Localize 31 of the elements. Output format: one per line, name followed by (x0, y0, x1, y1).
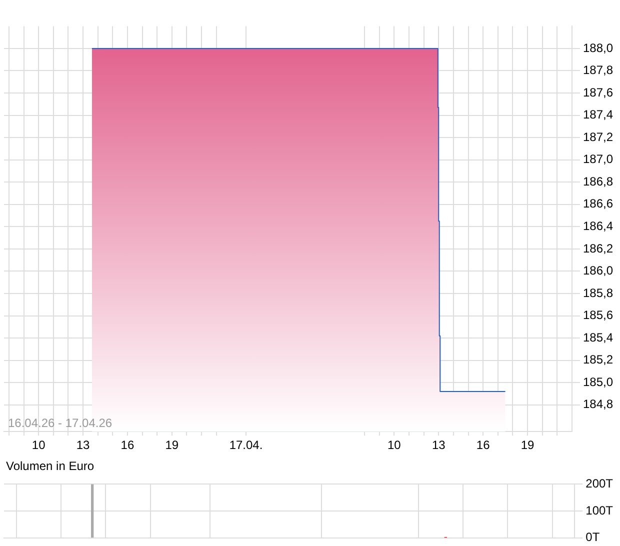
y-tick-label: 188,0 (582, 40, 614, 55)
y-tick-label: 187,8 (582, 63, 614, 78)
x-tick-label: 13 (432, 438, 446, 452)
x-tick-label: 10 (387, 438, 402, 452)
y-tick-label: 184,8 (582, 397, 614, 412)
y-tick-label: 186,4 (582, 218, 614, 233)
y-tick-label: 187,6 (582, 85, 614, 100)
x-tick-label: 13 (76, 438, 90, 452)
y-tick-label: 187,0 (582, 152, 614, 166)
x-tick-label: 19 (520, 438, 535, 452)
y-tick-label: 187,4 (582, 108, 614, 122)
y-tick-label: 100T (586, 503, 614, 518)
y-tick-label: 186,0 (582, 264, 614, 278)
y-tick-label: 185,8 (582, 286, 614, 300)
y-tick-label: 185,2 (582, 352, 614, 367)
x-tick-label: 19 (165, 438, 179, 452)
x-tick-label: 16 (120, 438, 134, 452)
x-tick-label: 10 (32, 438, 46, 452)
annotation: 16.04.26 - 17.04.26 (8, 416, 112, 430)
y-tick-label: 186,6 (582, 196, 614, 211)
y-tick-label: 185,0 (582, 374, 614, 389)
x-tick-label: 16 (476, 438, 490, 452)
y-tick-label: 187,2 (582, 130, 614, 144)
y-tick-label: 186,8 (582, 174, 614, 188)
y-tick-label: 185,6 (582, 308, 614, 322)
y-tick-label: 200T (586, 476, 614, 491)
y-tick-label: 185,4 (582, 330, 614, 344)
y-tick-label: 186,2 (582, 241, 614, 256)
y-tick-label: 0T (586, 530, 600, 544)
chart-title: Volumen in Euro (5, 458, 96, 474)
x-tick-label: 17.04. (229, 438, 263, 452)
